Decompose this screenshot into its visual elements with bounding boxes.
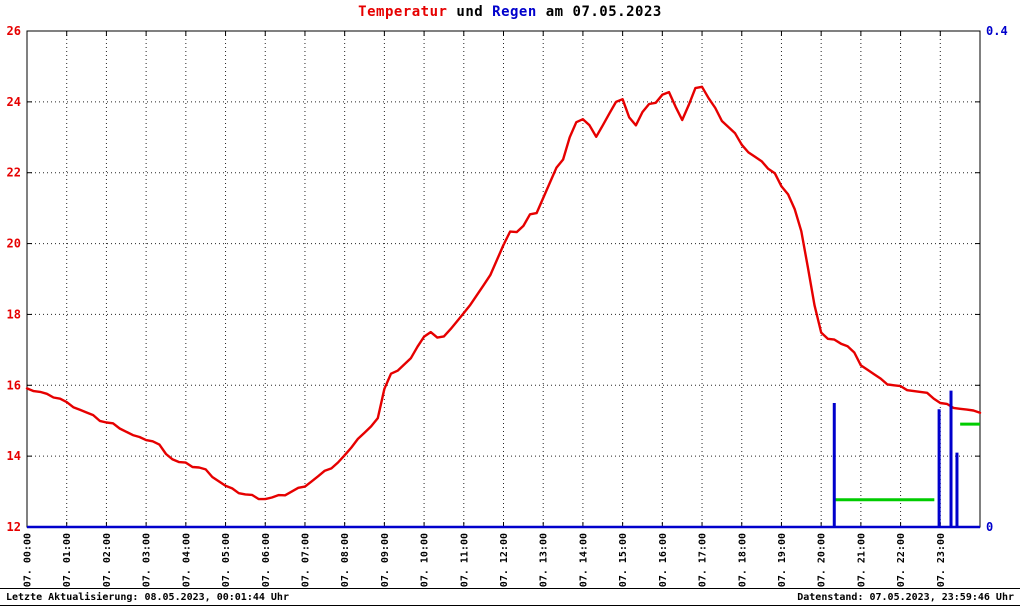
svg-text:07. 23:00: 07. 23:00: [936, 533, 947, 587]
chart-title: Temperatur und Regen am 07.05.2023: [0, 4, 1020, 20]
svg-text:07. 17:00: 07. 17:00: [698, 533, 709, 587]
svg-text:07. 12:00: 07. 12:00: [499, 533, 510, 587]
svg-text:07. 11:00: 07. 11:00: [459, 533, 470, 587]
y-axis-left-labels: 12 14 16 18 20 22 24 26: [7, 24, 21, 534]
svg-text:07. 20:00: 07. 20:00: [817, 533, 828, 587]
last-update-text: Letzte Aktualisierung: 08.05.2023, 00:01…: [6, 592, 289, 603]
svg-text:07. 08:00: 07. 08:00: [340, 533, 351, 587]
svg-text:16: 16: [7, 378, 21, 392]
svg-text:24: 24: [7, 95, 21, 109]
grid-lines: [27, 31, 980, 527]
x-axis-labels: 07. 00:00 07. 01:00 07. 02:00 07. 03:00 07. …: [23, 533, 947, 587]
svg-text:22: 22: [7, 166, 21, 180]
svg-text:07. 10:00: 07. 10:00: [420, 533, 431, 587]
svg-text:07. 07:00: 07. 07:00: [301, 533, 312, 587]
svg-text:07. 00:00: 07. 00:00: [23, 533, 34, 587]
svg-text:07. 18:00: 07. 18:00: [737, 533, 748, 587]
svg-text:07. 09:00: 07. 09:00: [380, 533, 391, 587]
svg-text:18: 18: [7, 307, 21, 321]
rain-accumulation-line: [835, 422, 980, 502]
svg-text:07. 05:00: 07. 05:00: [221, 533, 232, 587]
svg-text:20: 20: [7, 237, 21, 251]
svg-text:14: 14: [7, 449, 21, 463]
title-date: am 07.05.2023: [545, 4, 662, 20]
svg-text:07. 01:00: 07. 01:00: [62, 533, 73, 587]
svg-text:07. 04:00: 07. 04:00: [181, 533, 192, 587]
svg-text:07. 03:00: 07. 03:00: [142, 533, 153, 587]
svg-text:07. 16:00: 07. 16:00: [658, 533, 669, 587]
svg-text:07. 15:00: 07. 15:00: [618, 533, 629, 587]
svg-text:07. 22:00: 07. 22:00: [896, 533, 907, 587]
data-timestamp-text: Datenstand: 07.05.2023, 23:59:46 Uhr: [797, 592, 1014, 603]
svg-text:12: 12: [7, 520, 21, 534]
svg-text:07. 21:00: 07. 21:00: [856, 533, 867, 587]
rain-bars: [832, 390, 959, 527]
svg-text:0.4: 0.4: [986, 24, 1008, 38]
svg-text:07. 19:00: 07. 19:00: [777, 533, 788, 587]
svg-text:0: 0: [986, 520, 993, 534]
svg-text:07. 13:00: 07. 13:00: [539, 533, 550, 587]
footer-divider: [0, 588, 1020, 589]
title-temperature-word: Temperatur: [358, 4, 448, 20]
svg-text:26: 26: [7, 24, 21, 38]
title-rain-word: Regen: [492, 4, 537, 20]
title-connector-word: und: [456, 4, 484, 20]
temperature-line: [25, 85, 982, 501]
y-axis-right-labels: 00.4: [986, 24, 1008, 534]
svg-text:07. 14:00: 07. 14:00: [578, 533, 589, 587]
svg-text:07. 02:00: 07. 02:00: [102, 533, 113, 587]
svg-text:07. 06:00: 07. 06:00: [261, 533, 272, 587]
